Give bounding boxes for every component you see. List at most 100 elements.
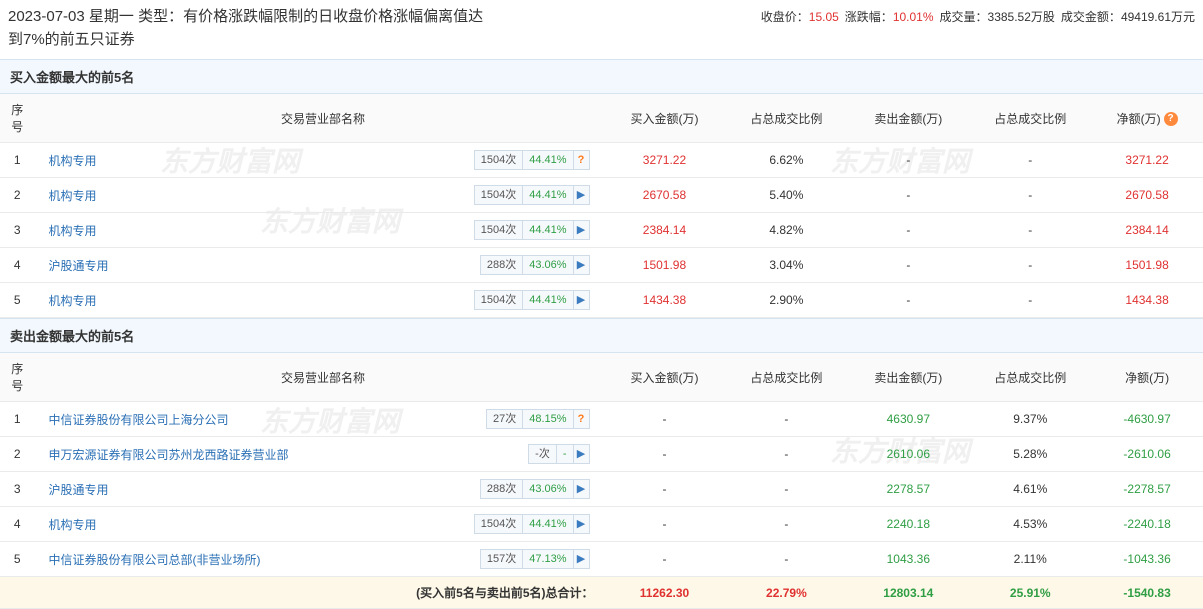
row-idx: 3 xyxy=(0,472,35,507)
stat-box[interactable]: 1504次44.41%▶ xyxy=(474,514,590,534)
type-label: 类型： xyxy=(138,8,183,25)
dept-link[interactable]: 沪股通专用 xyxy=(49,257,109,274)
stat-box[interactable]: 1504次44.41%▶ xyxy=(474,185,590,205)
metrics-bar: 收盘价：15.05 涨跌幅：10.01% 成交量：3385.52万股 成交金额：… xyxy=(761,6,1195,25)
dept-link[interactable]: 机构专用 xyxy=(49,187,97,204)
expand-icon[interactable]: ▶ xyxy=(573,445,589,463)
buy-amt: 3271.22 xyxy=(604,143,726,178)
stat-pct: 44.41% xyxy=(523,186,572,204)
dept-link[interactable]: 机构专用 xyxy=(49,152,97,169)
table-row: 2申万宏源证券有限公司苏州龙西路证券营业部-次-▶--2610.065.28%-… xyxy=(0,437,1203,472)
expand-icon[interactable]: ▶ xyxy=(573,221,589,239)
totals-net: -1540.83 xyxy=(1091,577,1203,609)
stat-box[interactable]: 1504次44.41%? xyxy=(474,150,590,170)
stat-count: 288次 xyxy=(481,480,523,498)
dept-link[interactable]: 中信证券股份有限公司总部(非营业场所) xyxy=(49,551,261,568)
buy-amt: - xyxy=(604,472,726,507)
col-sell-pct: 占总成交比例 xyxy=(969,353,1091,402)
hot-icon[interactable]: ? xyxy=(573,151,589,169)
sell-pct: - xyxy=(969,178,1091,213)
row-idx: 5 xyxy=(0,283,35,318)
sell-amt: 2278.57 xyxy=(847,472,969,507)
weekday-text: 星期一 xyxy=(89,8,134,25)
stat-count: 27次 xyxy=(487,410,523,428)
sell-pct: - xyxy=(969,213,1091,248)
col-buy-amt: 买入金额(万) xyxy=(604,353,726,402)
table-row: 5中信证券股份有限公司总部(非营业场所)157次47.13%▶--1043.36… xyxy=(0,542,1203,577)
totals-row: (买入前5名与卖出前5名)总合计： 11262.30 22.79% 12803.… xyxy=(0,577,1203,609)
sell-amt: - xyxy=(847,248,969,283)
table-row: 4沪股通专用288次43.06%▶1501.983.04%--1501.98 xyxy=(0,248,1203,283)
table-row: 3沪股通专用288次43.06%▶--2278.574.61%-2278.57 xyxy=(0,472,1203,507)
stat-count: 1504次 xyxy=(475,221,523,239)
col-idx: 序号 xyxy=(0,94,35,143)
col-dept: 交易营业部名称 xyxy=(35,353,604,402)
buy-pct: - xyxy=(725,402,847,437)
dept-link[interactable]: 机构专用 xyxy=(49,516,97,533)
sell-amt: 2610.06 xyxy=(847,437,969,472)
expand-icon[interactable]: ▶ xyxy=(573,480,589,498)
sell-pct: - xyxy=(969,143,1091,178)
sell-pct: - xyxy=(969,248,1091,283)
dept-link[interactable]: 沪股通专用 xyxy=(49,481,109,498)
expand-icon[interactable]: ▶ xyxy=(573,550,589,568)
col-buy-pct: 占总成交比例 xyxy=(725,353,847,402)
sell-amt: - xyxy=(847,283,969,318)
dept-cell: 机构专用 1504次44.41%▶ xyxy=(35,213,604,248)
stat-box[interactable]: 157次47.13%▶ xyxy=(480,549,590,569)
totals-sell: 12803.14 xyxy=(847,577,969,609)
chg-value: 10.01% xyxy=(893,10,934,24)
row-idx: 4 xyxy=(0,248,35,283)
stat-count: 1504次 xyxy=(475,515,523,533)
expand-icon[interactable]: ▶ xyxy=(573,256,589,274)
stat-box[interactable]: 1504次44.41%▶ xyxy=(474,290,590,310)
totals-label: (买入前5名与卖出前5名)总合计： xyxy=(0,577,604,609)
stat-box[interactable]: 288次43.06%▶ xyxy=(480,255,590,275)
close-value: 15.05 xyxy=(809,10,839,24)
sell-pct: 4.53% xyxy=(969,507,1091,542)
buy-amt: 2384.14 xyxy=(604,213,726,248)
row-idx: 2 xyxy=(0,178,35,213)
totals-buy-pct: 22.79% xyxy=(725,577,847,609)
dept-link[interactable]: 机构专用 xyxy=(49,292,97,309)
chg-label: 涨跌幅： xyxy=(845,10,893,24)
sell-section-header: 卖出金额最大的前5名 xyxy=(0,318,1203,353)
table-row: 2机构专用1504次44.41%▶2670.585.40%--2670.58 xyxy=(0,178,1203,213)
col-net: 净额(万)? xyxy=(1091,94,1203,143)
expand-icon[interactable]: ▶ xyxy=(573,186,589,204)
hot-icon[interactable]: ? xyxy=(573,410,589,428)
buy-amt: 1434.38 xyxy=(604,283,726,318)
col-sell-amt: 卖出金额(万) xyxy=(847,94,969,143)
row-idx: 1 xyxy=(0,143,35,178)
buy-pct: - xyxy=(725,542,847,577)
expand-icon[interactable]: ▶ xyxy=(573,291,589,309)
stat-pct: 44.41% xyxy=(523,221,572,239)
dept-link[interactable]: 中信证券股份有限公司上海分公司 xyxy=(49,411,229,428)
net-amt: 2670.58 xyxy=(1091,178,1203,213)
col-sell-pct: 占总成交比例 xyxy=(969,94,1091,143)
sell-amt: 2240.18 xyxy=(847,507,969,542)
stat-box[interactable]: 288次43.06%▶ xyxy=(480,479,590,499)
stat-box[interactable]: 1504次44.41%▶ xyxy=(474,220,590,240)
table-row: 4机构专用1504次44.41%▶--2240.184.53%-2240.18 xyxy=(0,507,1203,542)
stat-box[interactable]: 27次48.15%? xyxy=(486,409,590,429)
stat-pct: 44.41% xyxy=(523,291,572,309)
dept-link[interactable]: 机构专用 xyxy=(49,222,97,239)
dept-link[interactable]: 申万宏源证券有限公司苏州龙西路证券营业部 xyxy=(49,446,289,463)
page-header: 2023-07-03 星期一 类型：有价格涨跌幅限制的日收盘价格涨幅偏离值达到7… xyxy=(0,0,1203,59)
totals-sell-pct: 25.91% xyxy=(969,577,1091,609)
buy-pct: - xyxy=(725,472,847,507)
row-idx: 3 xyxy=(0,213,35,248)
sell-pct: 4.61% xyxy=(969,472,1091,507)
help-icon[interactable]: ? xyxy=(1164,112,1178,126)
amt-value: 49419.61万元 xyxy=(1121,10,1195,24)
net-amt: 3271.22 xyxy=(1091,143,1203,178)
buy-section-header: 买入金额最大的前5名 xyxy=(0,59,1203,94)
stat-box[interactable]: -次-▶ xyxy=(528,444,589,464)
stat-pct: 44.41% xyxy=(523,515,572,533)
col-dept: 交易营业部名称 xyxy=(35,94,604,143)
buy-table: 序号 交易营业部名称 买入金额(万) 占总成交比例 卖出金额(万) 占总成交比例… xyxy=(0,94,1203,318)
buy-amt: 2670.58 xyxy=(604,178,726,213)
expand-icon[interactable]: ▶ xyxy=(573,515,589,533)
sell-pct: 5.28% xyxy=(969,437,1091,472)
